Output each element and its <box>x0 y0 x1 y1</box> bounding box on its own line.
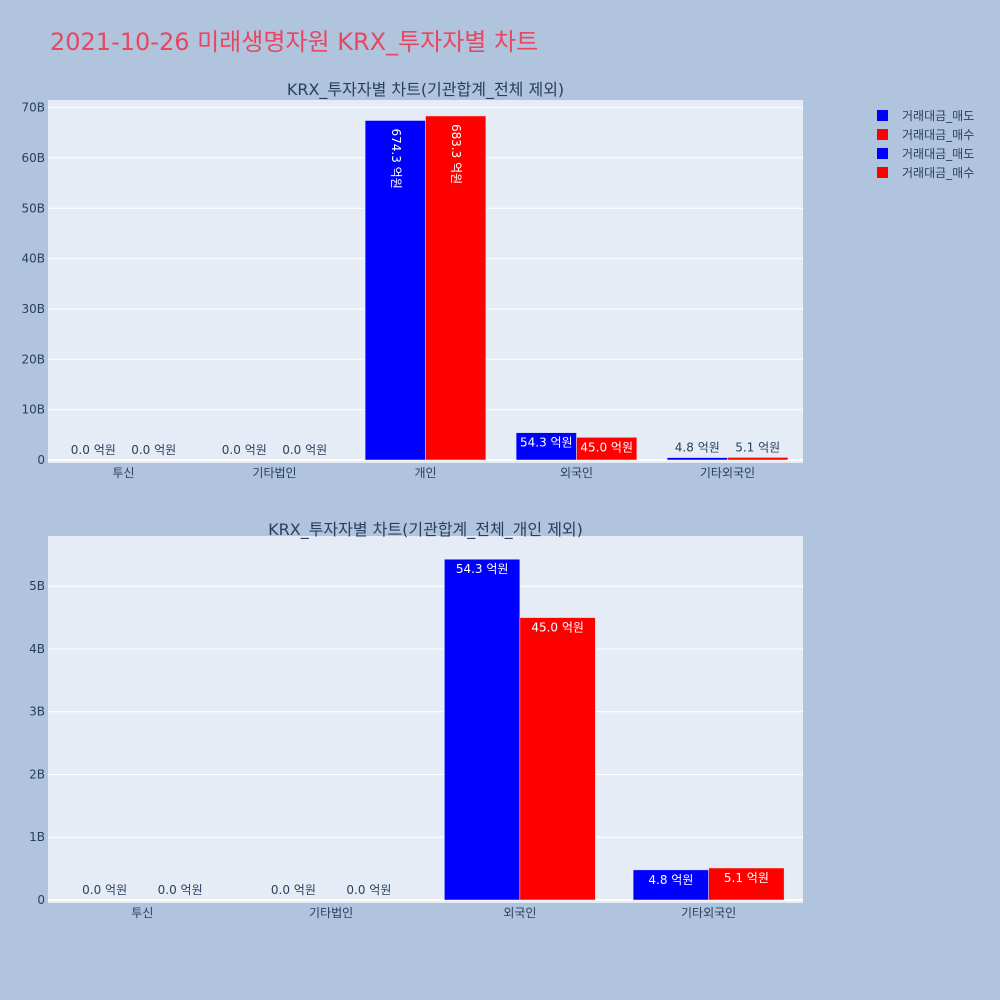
x-tick-label: 외국인 <box>503 906 536 920</box>
legend-swatch[interactable] <box>877 148 888 159</box>
y-tick-label: 2B <box>29 767 45 781</box>
x-tick-label: 기타법인 <box>309 906 353 920</box>
bar <box>364 120 426 461</box>
data-label: 54.3 억원 <box>520 436 573 450</box>
data-label: 45.0 억원 <box>580 440 633 454</box>
data-label: 0.0 억원 <box>346 883 391 897</box>
y-tick-label: 3B <box>29 705 45 719</box>
y-tick-label: 60B <box>21 151 45 165</box>
data-label: 683.3 억원 <box>449 124 463 184</box>
data-label: 54.3 억원 <box>456 562 509 576</box>
subplot-title: KRX_투자자별 차트(기관합계_전체 제외) <box>287 80 564 100</box>
data-label: 674.3 억원 <box>389 128 403 188</box>
bar <box>515 432 577 461</box>
data-label: 0.0 억원 <box>271 883 316 897</box>
legend-item-label[interactable]: 거래대금_매수 <box>902 128 974 142</box>
data-label: 5.1 억원 <box>724 871 769 885</box>
y-tick-label: 30B <box>21 302 45 316</box>
bar <box>666 457 728 461</box>
subplot-2: 0 1B 2B 3B 4B 5B KRX_투자자별 차트(기관합계_전체_개인 제외) 투신 0… <box>29 520 803 920</box>
data-label: 5.1 억원 <box>735 440 780 454</box>
legend-swatch[interactable] <box>877 110 888 121</box>
x-tick-label: 기타법인 <box>252 466 296 480</box>
y-tick-label: 40B <box>21 252 45 266</box>
subplot-1: 0 10B 20B 30B 40B 50B 60B 70B KRX_투자자별 차트(기관합계_전… <box>21 80 803 480</box>
bar <box>444 558 521 901</box>
x-tick-label: 투신 <box>131 906 153 920</box>
x-tick-label: 기타외국인 <box>681 906 736 920</box>
y-tick-label: 5B <box>29 579 45 593</box>
bar <box>708 867 785 901</box>
legend-item-label[interactable]: 거래대금_매수 <box>902 166 974 180</box>
x-tick-label: 개인 <box>414 466 436 480</box>
y-tick-label: 20B <box>21 352 45 366</box>
bar <box>727 457 789 461</box>
bar <box>519 617 596 901</box>
plot-area <box>48 536 803 903</box>
y-tick-label: 70B <box>21 101 45 115</box>
subplot-title: KRX_투자자별 차트(기관합계_전체_개인 제외) <box>268 520 583 540</box>
data-label: 4.8 억원 <box>648 873 693 887</box>
data-label: 0.0 억원 <box>222 443 267 457</box>
x-tick-label: 외국인 <box>560 466 593 480</box>
y-tick-label: 0 <box>37 893 45 907</box>
legend-swatch[interactable] <box>877 129 888 140</box>
legend-item-label[interactable]: 거래대금_매도 <box>902 109 974 123</box>
data-label: 0.0 억원 <box>158 883 203 897</box>
data-label: 45.0 억원 <box>531 621 584 635</box>
bar <box>632 869 709 901</box>
x-tick-label: 투신 <box>112 466 134 480</box>
y-tick-label: 10B <box>21 403 45 417</box>
bar <box>425 115 487 461</box>
x-tick-label: 기타외국인 <box>700 466 755 480</box>
bar <box>576 437 638 461</box>
data-label: 0.0 억원 <box>82 883 127 897</box>
y-tick-label: 0 <box>37 453 45 467</box>
data-label: 0.0 억원 <box>131 443 176 457</box>
data-label: 0.0 억원 <box>282 443 327 457</box>
page-title: 2021-10-26 미래생명자원 KRX_투자자별 차트 <box>50 28 539 56</box>
data-label: 4.8 억원 <box>675 441 720 455</box>
y-tick-label: 50B <box>21 201 45 215</box>
legend-item-label[interactable]: 거래대금_매도 <box>902 147 974 161</box>
y-tick-label: 4B <box>29 642 45 656</box>
data-label: 0.0 억원 <box>71 443 116 457</box>
y-tick-label: 1B <box>29 830 45 844</box>
legend-swatch[interactable] <box>877 167 888 178</box>
